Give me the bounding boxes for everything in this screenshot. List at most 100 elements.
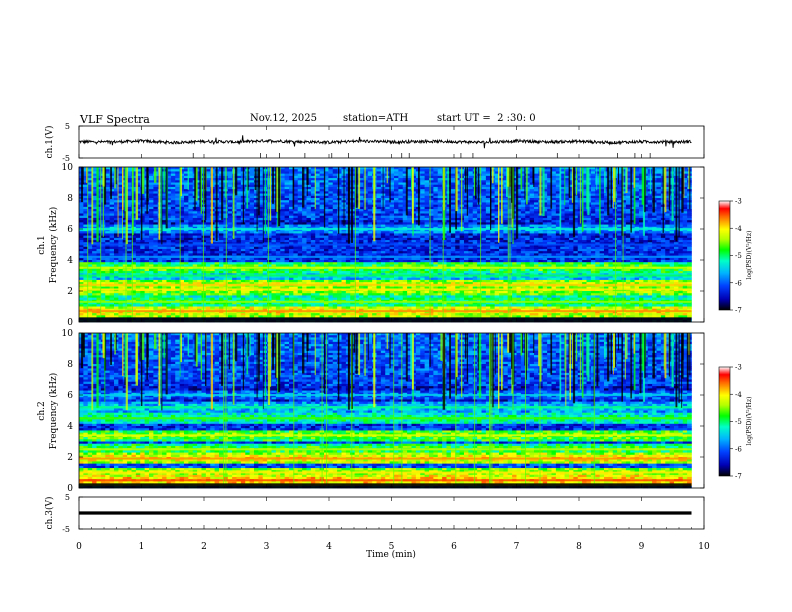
- spectrogram-cell: [87, 198, 93, 201]
- spectrogram-cell: [170, 315, 176, 318]
- spectrogram-cell: [341, 235, 347, 239]
- spectrogram-cell: [114, 310, 119, 314]
- spectrogram-cell: [236, 204, 242, 208]
- spectrogram-cell: [205, 264, 211, 267]
- spectrogram-cell: [162, 246, 167, 250]
- spectrogram-cell: [359, 191, 364, 194]
- spectrogram-cell: [337, 200, 342, 203]
- spectrogram-cell: [109, 222, 115, 225]
- spectrogram-cell: [293, 268, 299, 272]
- spectrogram-cell: [105, 182, 110, 186]
- spectrogram-cell: [254, 304, 259, 307]
- spectrogram-cell: [162, 264, 167, 267]
- spectrogram-cell: [210, 264, 215, 267]
- spectrogram-cell: [324, 204, 329, 208]
- spectrogram-cell: [302, 315, 307, 318]
- spectrogram-cell: [157, 282, 163, 285]
- spectrogram-cell: [219, 244, 224, 248]
- spectrogram-cell: [315, 206, 320, 210]
- spectrogram-cell: [315, 222, 320, 225]
- spectrogram-cell: [166, 248, 172, 252]
- spectrogram-cell: [315, 235, 320, 239]
- spectrogram-cell: [114, 244, 119, 248]
- spectrogram-cell: [363, 178, 369, 181]
- spectrogram-cell: [328, 233, 334, 236]
- spectrogram-cell: [140, 293, 145, 296]
- spectrogram-cell: [319, 200, 325, 203]
- spectrogram-cell: [240, 229, 246, 232]
- spectrogram-cell: [306, 304, 312, 307]
- spectrogram-cell: [319, 277, 325, 281]
- spectrogram-cell: [109, 282, 115, 285]
- spectrogram-cell: [166, 193, 172, 197]
- spectrogram-cell: [192, 291, 198, 294]
- spectrogram-cell: [140, 282, 145, 285]
- spectrogram-cell: [92, 211, 97, 214]
- spectrogram-cell: [114, 240, 119, 243]
- spectrogram-cell: [254, 306, 259, 310]
- ch1-waveform-ylabel: ch.1(V): [44, 126, 55, 159]
- spectrogram-cell: [275, 268, 281, 272]
- spectrogram-cell: [227, 291, 233, 294]
- spectrogram-cell: [245, 262, 250, 265]
- spectrogram-cell: [100, 260, 106, 263]
- spectrogram-cell: [175, 233, 180, 236]
- spectrogram-cell: [236, 206, 242, 210]
- spectrogram-cell: [122, 229, 128, 232]
- spectrogram-cell: [354, 231, 360, 234]
- spectrogram-cell: [271, 217, 277, 221]
- spectrogram-cell: [109, 295, 115, 298]
- spectrogram-cell: [345, 315, 351, 318]
- spectrogram-cell: [306, 200, 312, 203]
- spectrogram-cell: [293, 204, 299, 208]
- spectrogram-cell: [319, 204, 325, 208]
- spectrogram-cell: [105, 200, 110, 203]
- spectrogram-cell: [258, 291, 264, 294]
- spectrogram-cell: [262, 315, 268, 318]
- spectrogram-cell: [332, 262, 338, 265]
- spectrogram-cell: [197, 308, 202, 312]
- spectrogram-cell: [162, 248, 167, 252]
- spectrogram-cell: [380, 235, 386, 239]
- spectrogram-cell: [114, 313, 119, 316]
- spectrogram-cell: [363, 308, 369, 312]
- spectrogram-cell: [332, 206, 338, 210]
- spectrogram-cell: [254, 291, 259, 294]
- spectrogram-cell: [328, 262, 334, 265]
- spectrogram-cell: [131, 224, 137, 228]
- spectrogram-cell: [149, 224, 154, 228]
- spectrogram-cell: [92, 277, 97, 281]
- spectrogram-cell: [345, 282, 351, 285]
- spectrogram-cell: [267, 233, 272, 236]
- spectrogram-cell: [337, 306, 342, 310]
- spectrogram-cell: [227, 253, 233, 256]
- spectrogram-cell: [135, 279, 141, 283]
- spectrogram-cell: [367, 260, 373, 263]
- spectrogram-cell: [175, 206, 180, 210]
- spectrogram-cell: [319, 224, 325, 228]
- spectrogram-cell: [354, 240, 360, 243]
- spectrogram-cell: [297, 202, 303, 205]
- spectrogram-cell: [293, 206, 299, 210]
- spectrogram-cell: [223, 286, 229, 290]
- spectrogram-cell: [306, 286, 312, 290]
- spectrogram-cell: [354, 306, 360, 310]
- spectrogram-cell: [337, 244, 342, 248]
- spectrogram-cell: [297, 302, 303, 305]
- spectrogram-cell: [135, 200, 141, 203]
- spectrogram-cell: [315, 204, 320, 208]
- spectrogram-cell: [109, 313, 115, 316]
- spectrogram-cell: [337, 282, 342, 285]
- spectrogram-cell: [236, 257, 242, 261]
- spectrogram-cell: [359, 257, 364, 261]
- spectrogram-cell: [324, 295, 329, 298]
- spectrogram-cell: [310, 264, 316, 267]
- spectrogram-cell: [328, 204, 334, 208]
- spectrogram-cell: [127, 277, 132, 281]
- spectrogram-cell: [114, 253, 119, 256]
- spectrogram-cell: [170, 268, 176, 272]
- spectrogram-cell: [354, 237, 360, 241]
- spectrogram-cell: [232, 251, 237, 254]
- spectrogram-cell: [96, 195, 102, 199]
- spectrogram-cell: [170, 220, 176, 223]
